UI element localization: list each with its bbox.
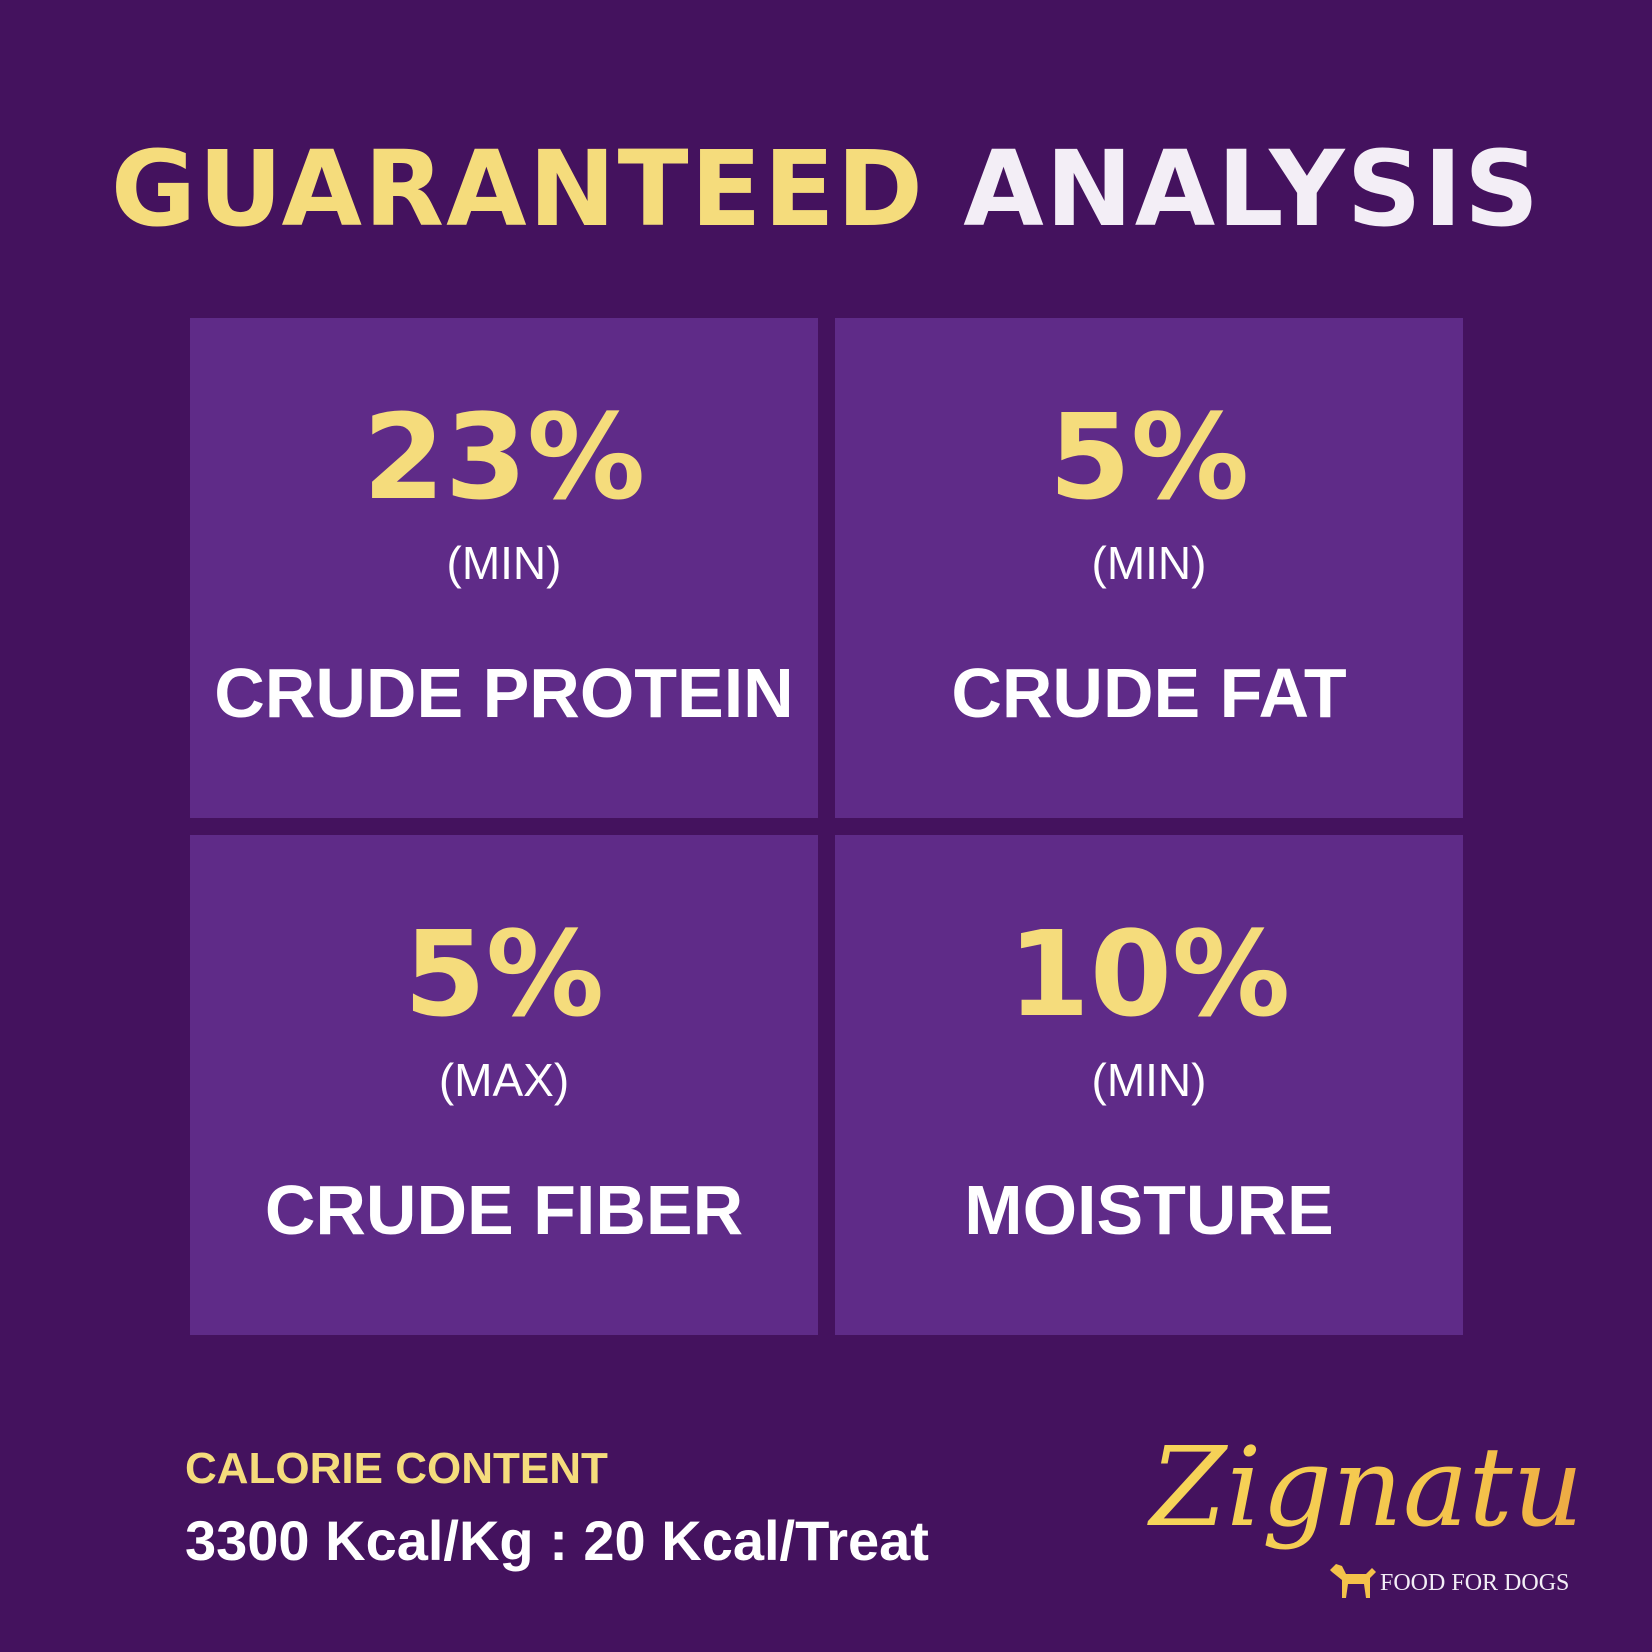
label: CRUDE FAT [951,654,1347,732]
page-title: GUARANTEED ANALYSIS [0,128,1652,250]
title-part-2: ANALYSIS [963,128,1542,250]
qualifier: (MIN) [1091,1054,1207,1106]
value: 23% [362,388,646,526]
calorie-label: CALORIE CONTENT [185,1444,608,1493]
brand-tagline: FOOD FOR DOGS [1380,1570,1569,1596]
analysis-card-fat: 5% (MIN) CRUDE FAT [835,318,1463,818]
label: CRUDE FIBER [264,1171,744,1249]
analysis-card-protein: 23% (MIN) CRUDE PROTEIN [190,318,818,818]
label: MOISTURE [964,1171,1334,1249]
dog-icon [1330,1564,1376,1598]
value: 5% [1048,388,1250,526]
calorie-value: 3300 Kcal/Kg : 20 Kcal/Treat [185,1509,929,1572]
brand-wordmark: Zignature [1147,1423,1590,1551]
value: 10% [1007,905,1291,1043]
brand-logo: Zignature FOOD FOR DOGS [1147,1423,1590,1598]
label: CRUDE PROTEIN [214,654,794,732]
analysis-card-fiber: 5% (MAX) CRUDE FIBER [190,835,818,1335]
analysis-card-moisture: 10% (MIN) MOISTURE [835,835,1463,1335]
qualifier: (MAX) [438,1054,570,1106]
value: 5% [403,905,605,1043]
title-part-1: GUARANTEED [110,128,925,250]
qualifier: (MIN) [446,537,562,589]
qualifier: (MIN) [1091,537,1207,589]
